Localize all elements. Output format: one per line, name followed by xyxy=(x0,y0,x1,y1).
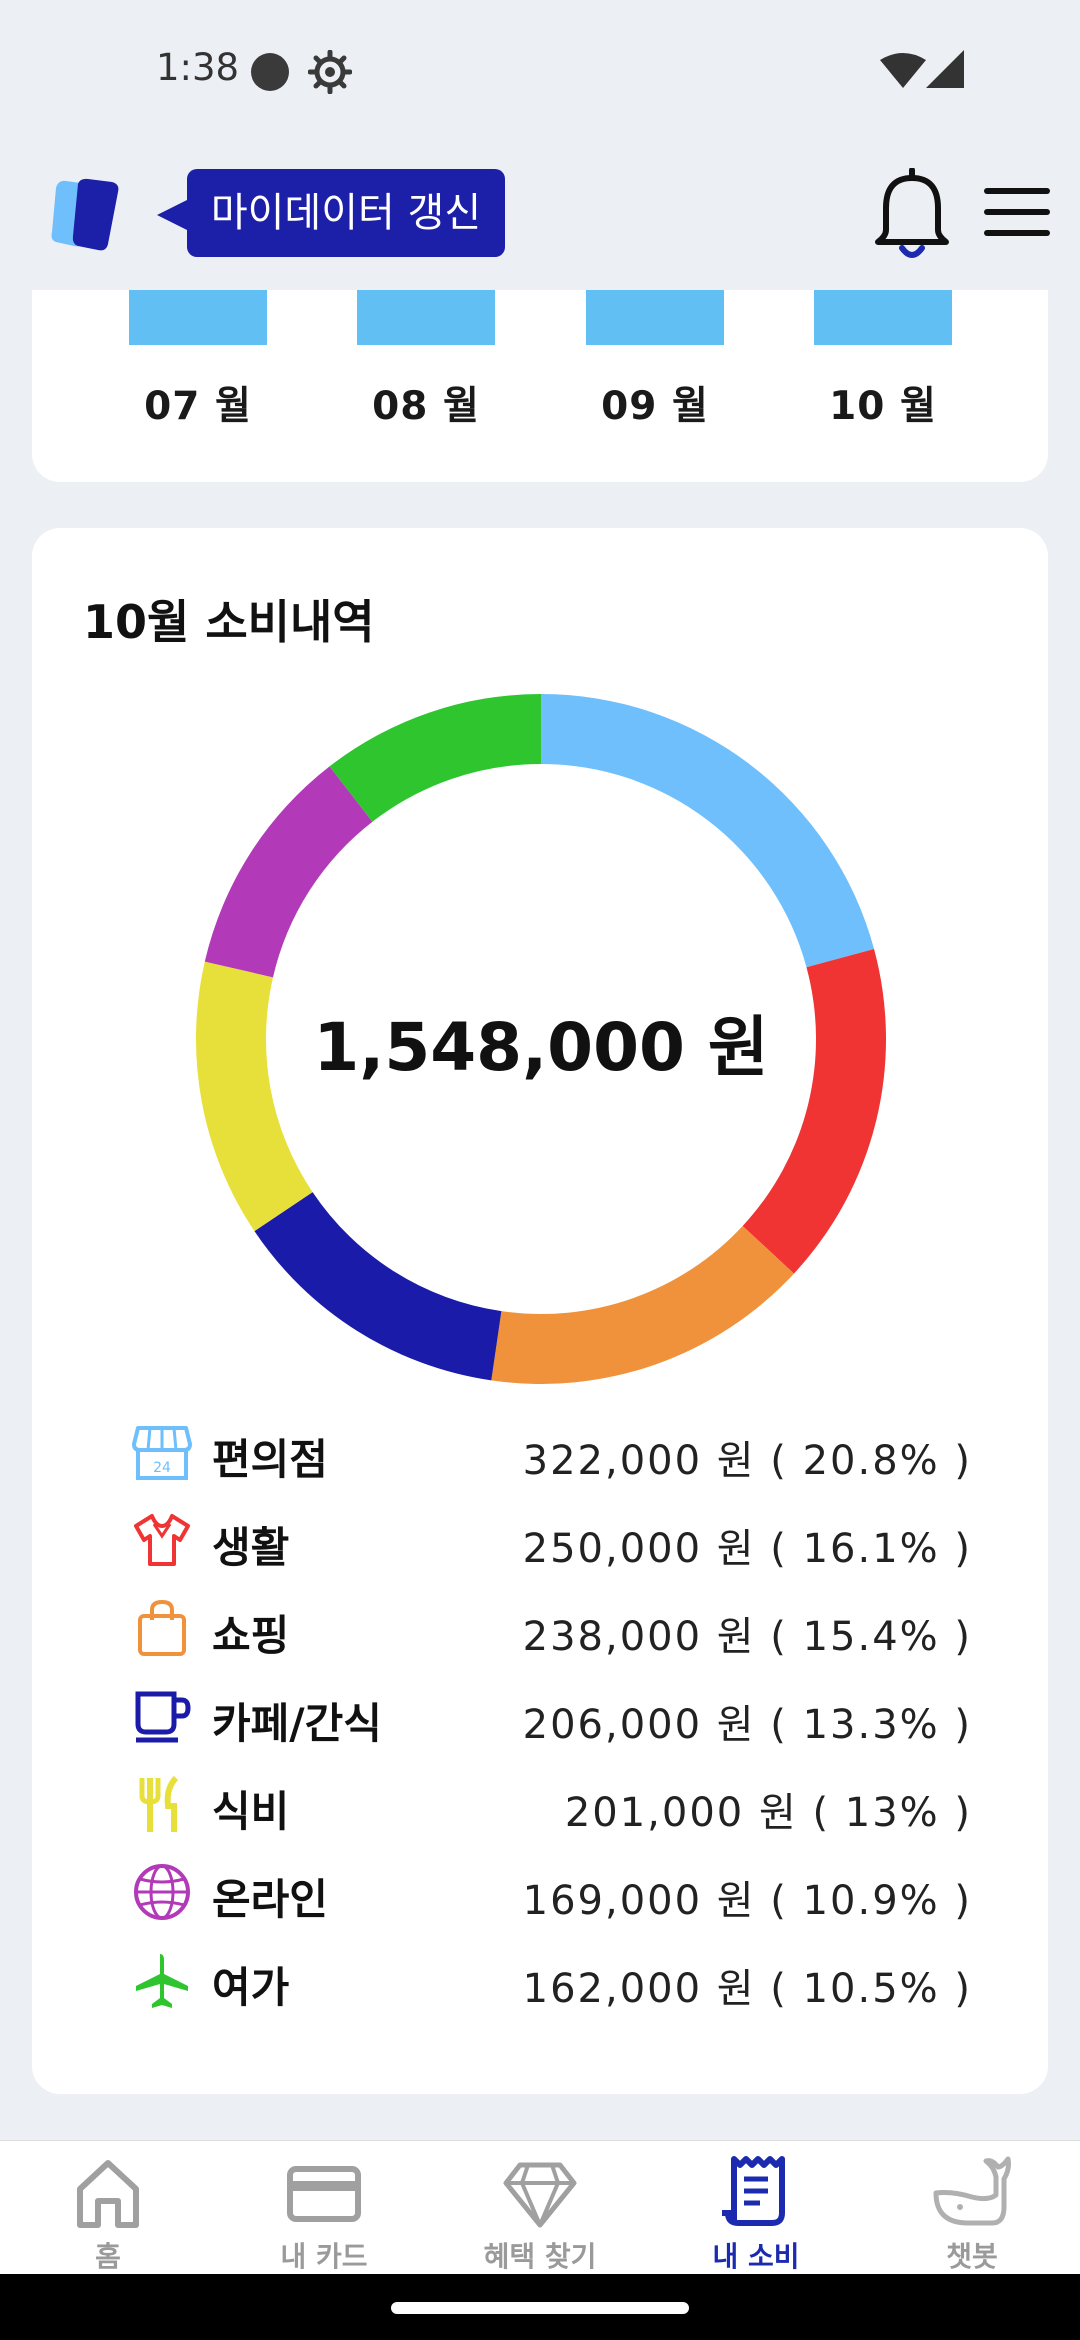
nav-label: 내 카드 xyxy=(280,2240,368,2273)
month-label: 10 월 xyxy=(829,384,937,429)
nav-label: 혜택 찾기 xyxy=(483,2240,597,2273)
coffee-cup-icon xyxy=(135,1691,191,1743)
wifi-icon xyxy=(880,53,926,88)
donut-segment-4[interactable] xyxy=(196,961,313,1232)
nav-item-my-spending[interactable]: 내 소비 xyxy=(648,2141,864,2275)
airplane-icon xyxy=(136,1954,188,2008)
category-row[interactable]: 24 편의점 322,000 원 ( 20.8% ) xyxy=(32,1408,1048,1496)
category-name: 쇼핑 xyxy=(212,1611,290,1660)
status-bar: 1:38 xyxy=(0,0,1080,140)
nav-label: 홈 xyxy=(95,2240,121,2273)
category-row[interactable]: 온라인 169,000 원 ( 10.9% ) xyxy=(32,1848,1048,1936)
category-amount: 201,000 원 ( 13% ) xyxy=(564,1790,972,1836)
category-amount: 250,000 원 ( 16.1% ) xyxy=(522,1526,972,1572)
signal-icon xyxy=(926,50,964,88)
donut-segment-5[interactable] xyxy=(204,766,373,978)
donut-segment-3[interactable] xyxy=(254,1192,502,1381)
globe-icon xyxy=(134,1864,190,1920)
donut-segment-1[interactable] xyxy=(742,949,886,1274)
notification-dot-icon xyxy=(251,53,289,91)
home-icon xyxy=(77,2160,139,2228)
category-amount: 169,000 원 ( 10.9% ) xyxy=(522,1878,972,1924)
month-bar[interactable] xyxy=(814,290,952,345)
nav-item-home[interactable]: 홈 xyxy=(0,2141,216,2275)
fork-knife-icon xyxy=(139,1775,179,1832)
tooltip-arrow xyxy=(157,200,187,230)
app-logo-icon[interactable] xyxy=(48,178,124,252)
gear-icon xyxy=(308,50,352,94)
category-amount: 162,000 원 ( 10.5% ) xyxy=(522,1966,972,2012)
category-row[interactable]: 카페/간식 206,000 원 ( 13.3% ) xyxy=(32,1672,1048,1760)
card-icon xyxy=(287,2166,361,2222)
nav-item-benefits[interactable]: 혜택 찾기 xyxy=(432,2141,648,2275)
category-row[interactable]: 여가 162,000 원 ( 10.5% ) xyxy=(32,1936,1048,2024)
spending-donut-chart xyxy=(196,694,886,1384)
nav-item-my-card[interactable]: 내 카드 xyxy=(216,2141,432,2275)
diamond-icon xyxy=(503,2162,577,2228)
month-bar[interactable] xyxy=(357,290,495,345)
donut-segment-2[interactable] xyxy=(491,1225,794,1384)
donut-segment-6[interactable] xyxy=(329,694,541,822)
svg-text:24: 24 xyxy=(153,1460,171,1476)
category-row[interactable]: 식비 201,000 원 ( 13% ) xyxy=(32,1760,1048,1848)
bell-icon[interactable] xyxy=(870,168,954,264)
spending-title: 10월 소비내역 xyxy=(83,595,375,649)
convenience-store-icon: 24 xyxy=(132,1426,192,1480)
bottom-navigation: 홈 내 카드 혜택 찾기 내 소비 챗봇 xyxy=(0,2140,1080,2275)
receipt-icon xyxy=(722,2156,785,2226)
month-bar[interactable] xyxy=(129,290,267,345)
whale-icon xyxy=(933,2156,1011,2226)
system-gesture-bar xyxy=(0,2274,1080,2340)
tshirt-icon xyxy=(134,1514,190,1566)
month-label: 09 월 xyxy=(601,384,709,429)
category-amount: 238,000 원 ( 15.4% ) xyxy=(522,1614,972,1660)
donut-segment-0[interactable] xyxy=(541,694,875,968)
category-name: 온라인 xyxy=(212,1875,328,1924)
category-name: 편의점 xyxy=(212,1435,328,1484)
category-row[interactable]: 쇼핑 238,000 원 ( 15.4% ) xyxy=(32,1584,1048,1672)
nav-item-chatbot[interactable]: 챗봇 xyxy=(864,2141,1080,2275)
spending-breakdown-card: 10월 소비내역 1,548,000 원 24 편의점 322,000 원 ( … xyxy=(32,528,1048,2094)
shopping-bag-icon xyxy=(138,1599,186,1656)
month-bar[interactable] xyxy=(586,290,724,345)
category-amount: 322,000 원 ( 20.8% ) xyxy=(522,1438,972,1484)
nav-label: 내 소비 xyxy=(712,2240,800,2273)
app-header: 마이데이터 갱신 xyxy=(0,140,1080,290)
category-name: 여가 xyxy=(212,1963,290,2012)
month-label: 08 월 xyxy=(372,384,480,429)
status-time: 1:38 xyxy=(156,46,240,89)
category-amount: 206,000 원 ( 13.3% ) xyxy=(522,1702,972,1748)
category-name: 카페/간식 xyxy=(212,1699,382,1748)
category-name: 식비 xyxy=(212,1787,290,1836)
hamburger-menu-icon[interactable] xyxy=(984,186,1050,238)
gesture-handle[interactable] xyxy=(391,2302,689,2314)
month-label: 07 월 xyxy=(144,384,252,429)
spending-total: 1,548,000 원 xyxy=(313,1009,769,1086)
nav-label: 챗봇 xyxy=(946,2240,998,2273)
category-row[interactable]: 생활 250,000 원 ( 16.1% ) xyxy=(32,1496,1048,1584)
category-name: 생활 xyxy=(212,1523,290,1572)
mydata-refresh-button[interactable]: 마이데이터 갱신 xyxy=(187,169,505,257)
